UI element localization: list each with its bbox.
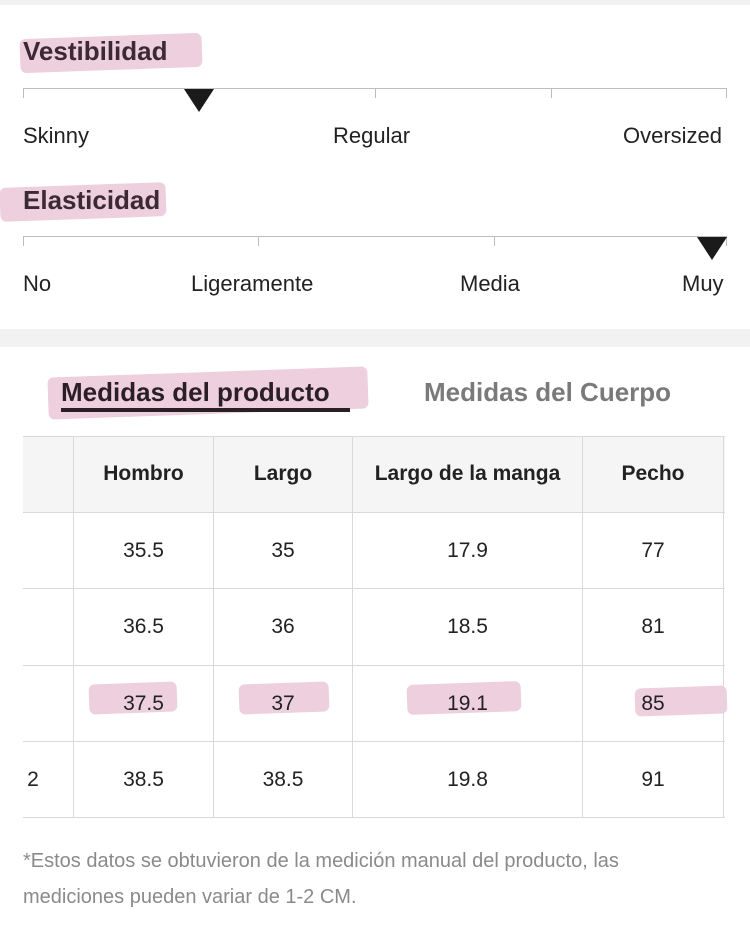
- table-cell: 38.5: [262, 767, 304, 791]
- table-header-row: [23, 436, 725, 512]
- table-cell-size: 2: [27, 767, 39, 791]
- elasticity-title: Elasticidad: [23, 185, 161, 215]
- fit-label-oversized: Oversized: [623, 123, 723, 148]
- header-pecho: Pecho: [621, 462, 685, 485]
- row-divider: [23, 665, 725, 666]
- measurements-table: Hombro Largo Largo de la manga Pecho 35.…: [23, 436, 728, 818]
- table-cell: 36.5: [123, 615, 164, 638]
- header-largo: Largo: [253, 462, 313, 485]
- elasticity-label-no: No: [23, 271, 52, 296]
- column-divider: [213, 436, 214, 818]
- elasticity-label-ligeramente: Ligeramente: [191, 271, 314, 296]
- row-divider: [23, 817, 725, 818]
- elasticity-tick: [494, 236, 495, 246]
- measurement-disclaimer: *Estos datos se obtuvieron de la medició…: [23, 850, 619, 908]
- active-tab-underline: [61, 408, 350, 412]
- table-cell-highlighted: 19.1: [447, 691, 488, 715]
- column-divider: [723, 436, 724, 818]
- table-cell: 19.8: [447, 767, 488, 791]
- table-cell-size: [23, 513, 73, 588]
- header-hombro: Hombro: [103, 462, 184, 485]
- row-divider: [23, 741, 725, 742]
- table-cell-size: [23, 666, 73, 741]
- tab-product-measurements[interactable]: Medidas del producto: [61, 377, 330, 407]
- fit-level-marker: [184, 89, 214, 112]
- table-cell: 35: [271, 538, 295, 562]
- table-cell: 35.5: [123, 538, 164, 562]
- table-cell: 17.9: [447, 538, 488, 562]
- elasticity-label-muy: Muy: [682, 271, 724, 296]
- table-cell-size: [23, 589, 73, 665]
- fit-label-skinny: Skinny: [23, 123, 90, 148]
- table-cell: 77: [641, 538, 665, 562]
- elasticity-label-media: Media: [460, 271, 520, 296]
- fit-title: Vestibilidad: [23, 36, 168, 66]
- tab-body-measurements[interactable]: Medidas del Cuerpo: [424, 377, 672, 407]
- elasticity-scale-line: [23, 236, 727, 237]
- top-band: [0, 0, 750, 5]
- fit-label-regular: Regular: [333, 123, 411, 148]
- fit-tick: [23, 88, 24, 98]
- table-cell-highlighted: 37.5: [123, 691, 164, 715]
- column-divider: [352, 436, 353, 818]
- elasticity-level-marker: [697, 237, 727, 260]
- row-divider: [23, 436, 725, 437]
- table-cell: 36: [271, 615, 295, 638]
- table-cell-highlighted: 85: [641, 691, 665, 715]
- column-divider: [73, 436, 74, 818]
- fit-tick: [375, 88, 376, 98]
- table-cell: 91: [641, 767, 665, 791]
- header-size: [23, 436, 73, 512]
- row-divider: [23, 512, 725, 513]
- elasticity-tick: [258, 236, 259, 246]
- table-cell: 18.5: [447, 615, 488, 638]
- fit-tick: [551, 88, 552, 98]
- header-largo-manga: Largo de la manga: [374, 462, 561, 485]
- section-separator: [0, 329, 750, 347]
- elasticity-tick: [23, 236, 24, 246]
- table-cell: 81: [641, 615, 665, 638]
- fit-tick: [726, 88, 727, 98]
- column-divider: [582, 436, 583, 818]
- row-divider: [23, 588, 725, 589]
- table-cell: 38.5: [123, 767, 164, 791]
- table-cell-highlighted: 37: [271, 691, 295, 715]
